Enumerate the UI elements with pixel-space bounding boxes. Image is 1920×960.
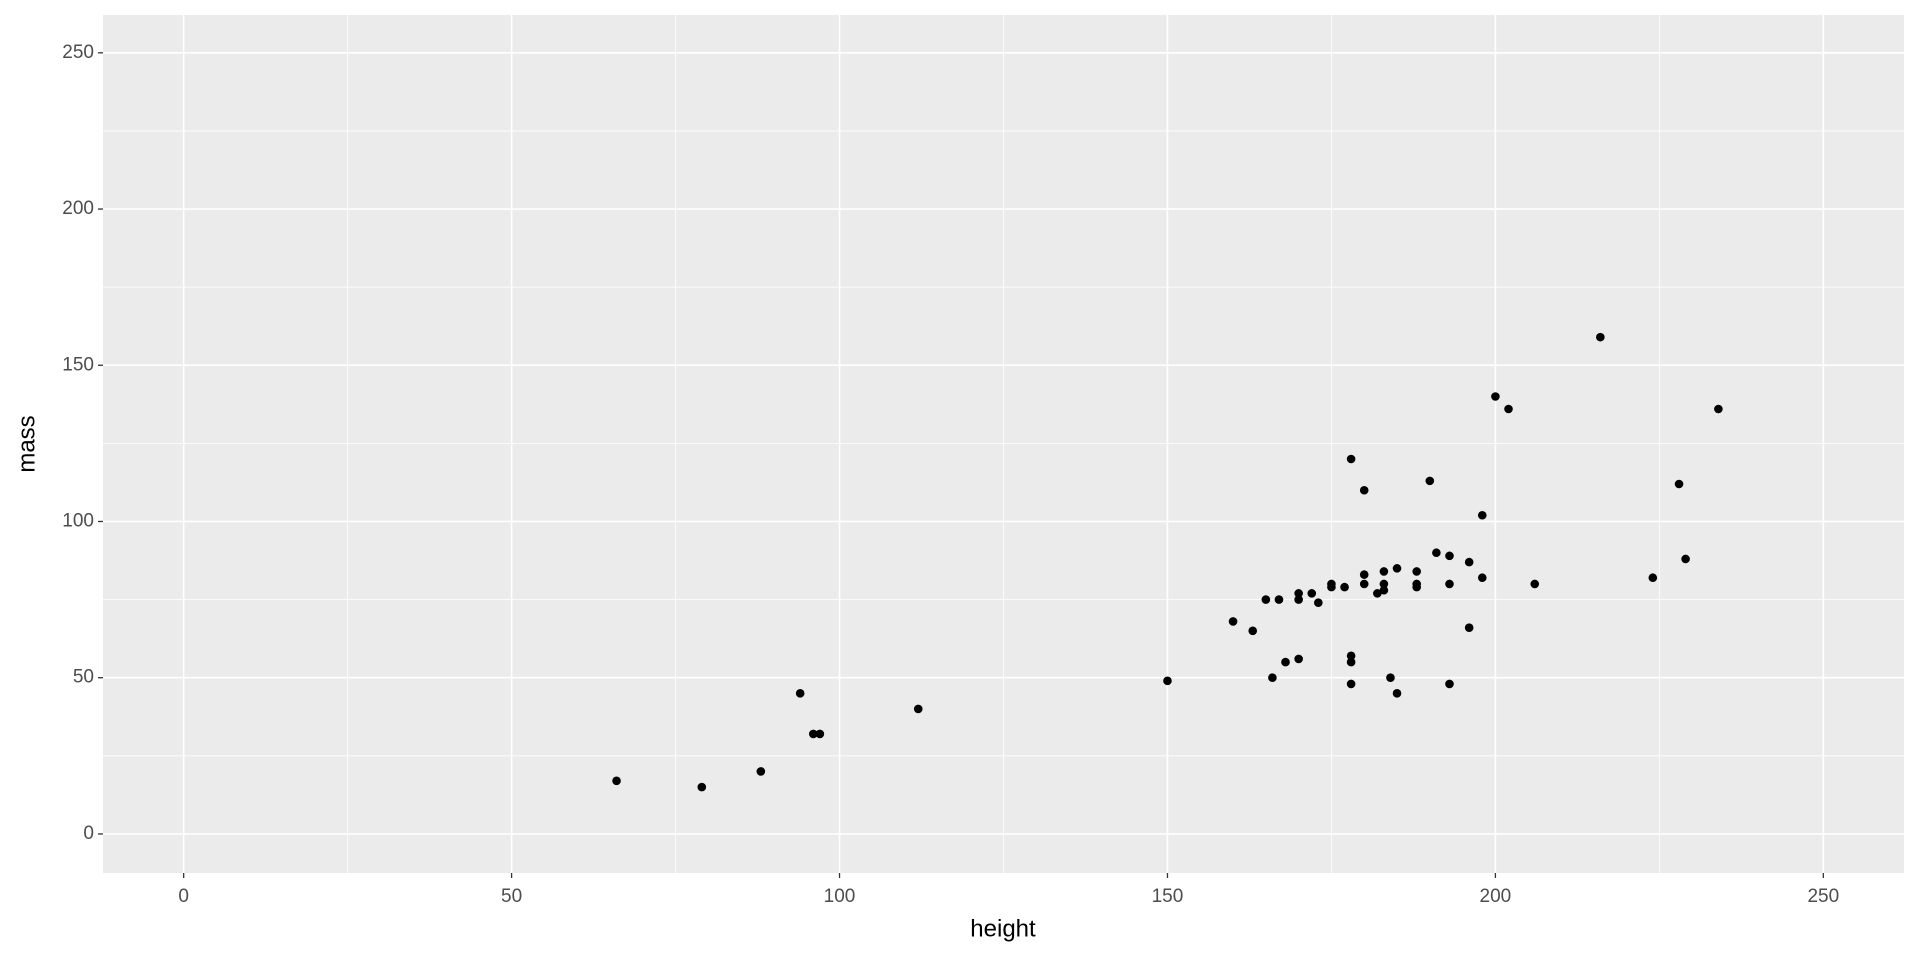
point [1477,573,1487,583]
point [1373,589,1382,598]
y-tick-label: 200 [62,198,94,219]
point [612,776,621,786]
point [1530,579,1540,589]
point [1327,582,1336,592]
point [808,729,818,739]
point [756,767,766,776]
y-tick-label: 50 [73,667,94,688]
point [1379,567,1389,576]
point [1648,573,1658,583]
point [1228,617,1238,626]
x-tick-label: 200 [1480,886,1512,907]
point [1261,595,1271,604]
point [1491,392,1500,401]
point [1307,589,1317,598]
point [1294,595,1303,604]
point [1248,626,1258,636]
point [1392,689,1402,698]
x-tick-label: 50 [501,886,522,907]
point [1412,567,1421,576]
point [1477,510,1487,520]
point [1359,485,1369,495]
point [697,782,707,792]
x-tick-label: 150 [1152,886,1184,907]
point [1504,404,1513,414]
point [1314,598,1323,608]
point [1346,651,1356,661]
point [1445,579,1454,589]
point [1392,564,1402,573]
point [1281,657,1290,667]
point [1379,585,1389,595]
point [1412,582,1421,592]
point [1681,554,1690,564]
point [1346,679,1356,689]
point [1359,579,1369,589]
y-tick-label: 250 [62,42,94,63]
point [1163,676,1172,686]
x-axis-title: height [970,915,1036,942]
point [1425,476,1435,486]
point [913,704,923,714]
y-tick-label: 100 [62,511,94,532]
point [1346,454,1356,464]
point [1274,595,1284,604]
y-axis-title: mass [13,415,40,472]
x-tick-label: 0 [178,886,189,907]
point [1464,623,1474,633]
point [1432,548,1441,558]
y-tick-label: 150 [62,354,94,375]
point [1346,657,1356,667]
point [1674,479,1684,489]
x-tick-label: 100 [824,886,856,907]
point [1714,404,1723,414]
point [1294,654,1303,664]
point [1445,551,1454,561]
point [1596,332,1605,342]
point [1340,582,1349,592]
point [1464,557,1474,567]
point [1445,679,1454,689]
point [1359,570,1369,579]
y-tick-label: 0 [83,823,94,844]
point [795,689,805,698]
point [1379,579,1389,589]
point [1268,673,1277,683]
point [1294,589,1303,598]
x-tick-label: 250 [1807,886,1839,907]
point [815,729,825,739]
point [1386,673,1395,683]
